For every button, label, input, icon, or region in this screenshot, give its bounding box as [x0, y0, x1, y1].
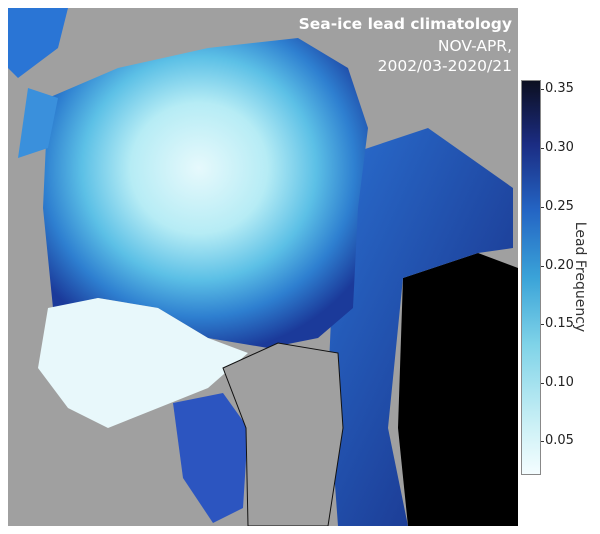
map-period: 2002/03-2020/21: [377, 57, 512, 75]
colorbar-tick: 0.25: [541, 199, 574, 214]
greenland: [222, 342, 344, 526]
colorbar: [521, 80, 541, 475]
no-data-region: [398, 253, 518, 526]
canadian-archipelago: [38, 298, 248, 428]
colorbar-label: Lead Frequency: [572, 221, 588, 333]
central-arctic-ice: [43, 38, 368, 348]
pacific-ice: [8, 8, 68, 78]
colorbar-tick: 0.05: [541, 433, 574, 448]
colorbar-tick: 0.10: [541, 375, 574, 390]
colorbar-tick: 0.20: [541, 258, 574, 273]
colorbar-tick: 0.30: [541, 140, 574, 155]
baffin-bay-ice: [173, 393, 248, 523]
arctic-map: [8, 8, 518, 526]
atlantic-sector-ice: [328, 128, 513, 526]
colorbar-tick: 0.15: [541, 316, 574, 331]
bering-ice: [18, 88, 58, 158]
map-season: NOV-APR,: [437, 37, 512, 55]
colorbar-tick: 0.35: [541, 81, 574, 96]
map-title: Sea-ice lead climatology: [298, 15, 512, 33]
